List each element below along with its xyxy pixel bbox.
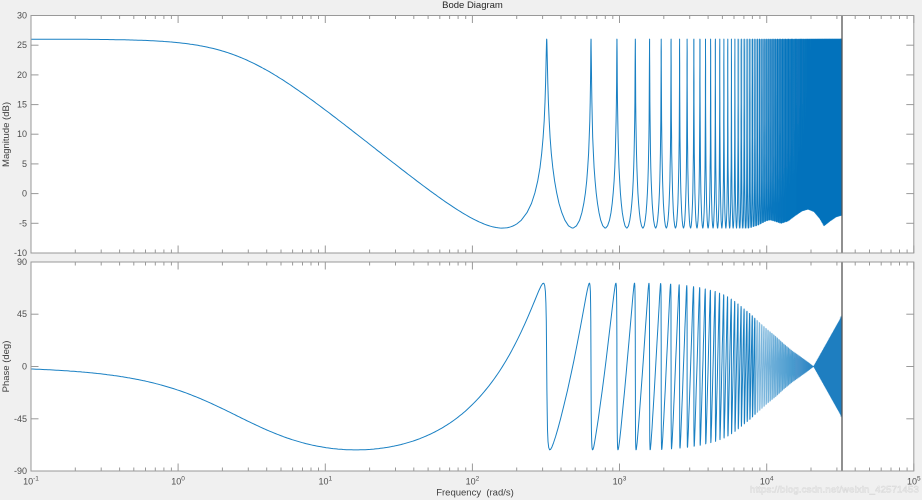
svg-text:10: 10 [17, 129, 27, 139]
svg-text:15: 15 [17, 100, 27, 110]
svg-text:25: 25 [17, 40, 27, 50]
svg-text:Frequency (rad/s): Frequency (rad/s) [436, 488, 514, 499]
svg-text:103: 103 [613, 476, 627, 487]
svg-text:100: 100 [171, 476, 185, 487]
svg-text:-45: -45 [14, 414, 27, 424]
svg-text:0: 0 [22, 362, 27, 372]
svg-text:-5: -5 [19, 218, 27, 228]
svg-text:104: 104 [760, 476, 774, 487]
svg-text:102: 102 [466, 476, 480, 487]
svg-text:5: 5 [22, 159, 27, 169]
svg-text:Magnitude (dB): Magnitude (dB) [1, 102, 12, 167]
svg-text:-10: -10 [14, 248, 27, 258]
svg-text:-90: -90 [14, 466, 27, 476]
svg-text:90: 90 [17, 257, 27, 267]
svg-text:0: 0 [22, 189, 27, 199]
svg-text:https://blog.csdn.net/weixin_4: https://blog.csdn.net/weixin_42571453 [750, 485, 919, 496]
svg-text:20: 20 [17, 70, 27, 80]
svg-text:105: 105 [907, 476, 921, 487]
svg-text:Phase (deg): Phase (deg) [1, 341, 12, 393]
svg-text:101: 101 [318, 476, 332, 487]
svg-text:10-1: 10-1 [23, 476, 39, 487]
svg-text:Bode Diagram: Bode Diagram [442, 0, 503, 11]
svg-text:30: 30 [17, 11, 27, 21]
svg-text:45: 45 [17, 309, 27, 319]
